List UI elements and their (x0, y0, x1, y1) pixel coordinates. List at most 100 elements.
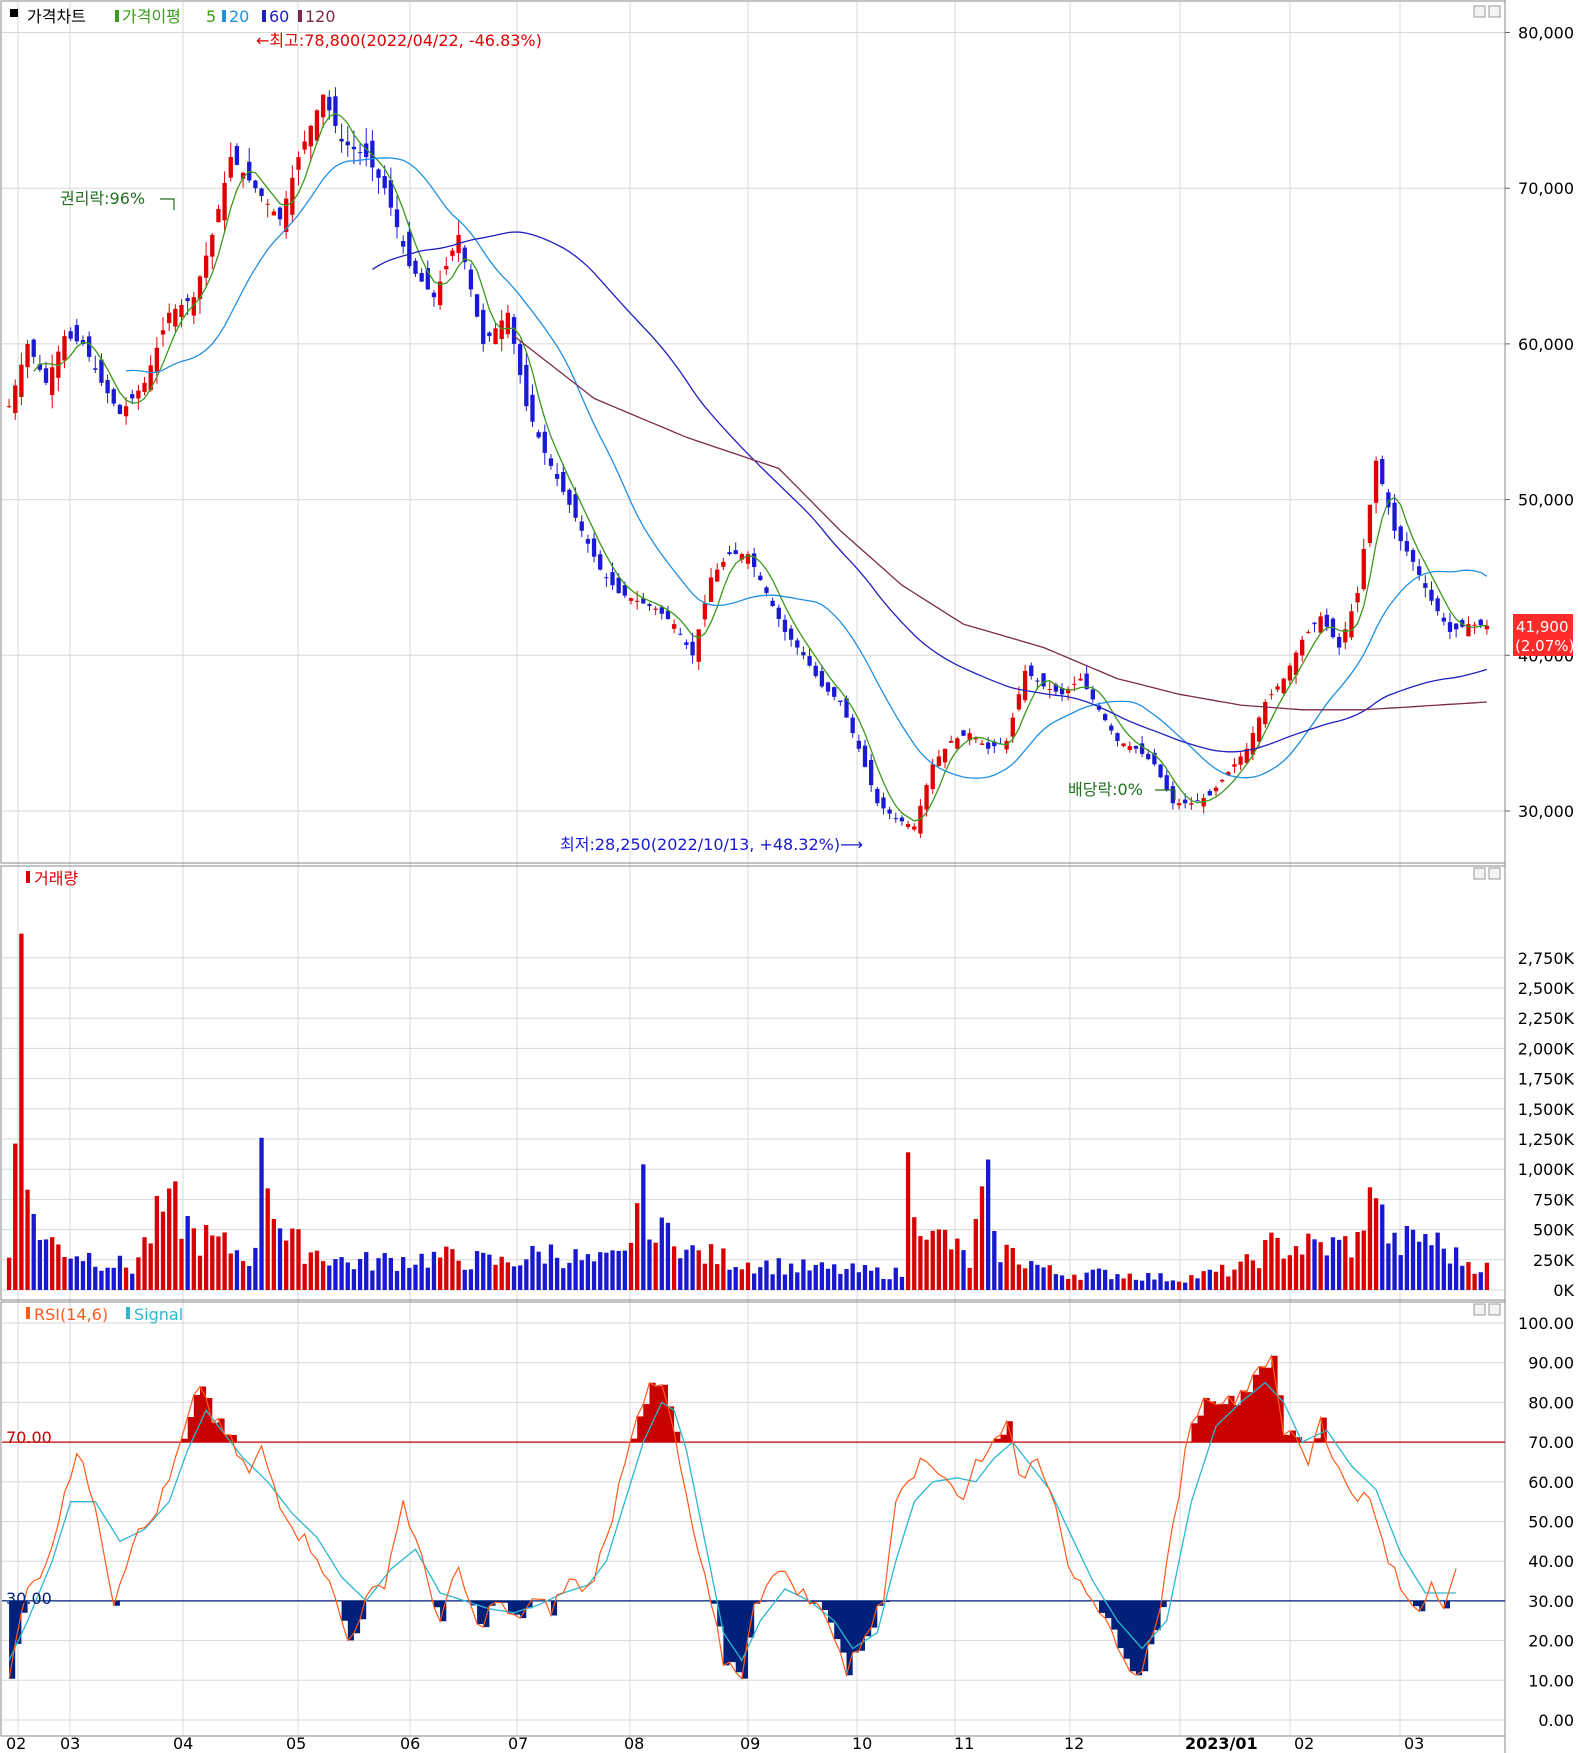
candle-body[interactable] (259, 188, 264, 196)
candle-body[interactable] (142, 382, 147, 392)
volume-bar[interactable] (807, 1270, 812, 1290)
volume-bar[interactable] (123, 1267, 129, 1290)
candle-body[interactable] (1300, 639, 1305, 656)
volume-bar[interactable] (641, 1164, 646, 1290)
volume-bar[interactable] (179, 1238, 184, 1290)
candle-body[interactable] (1072, 683, 1077, 685)
volume-bar[interactable] (1336, 1239, 1342, 1290)
candle-body[interactable] (1029, 665, 1034, 677)
candle-body[interactable] (74, 325, 79, 342)
candle-body[interactable] (1152, 752, 1157, 765)
volume-bar[interactable] (832, 1264, 837, 1290)
candle-body[interactable] (154, 347, 160, 372)
candle-body[interactable] (1010, 717, 1015, 737)
volume-bar[interactable] (561, 1268, 566, 1290)
candle-body[interactable] (1336, 636, 1342, 648)
volume-bar[interactable] (99, 1270, 104, 1290)
volume-bar[interactable] (105, 1267, 110, 1290)
candle-body[interactable] (1090, 689, 1095, 700)
close-icon[interactable] (1488, 1303, 1501, 1316)
volume-bar[interactable] (413, 1264, 418, 1290)
volume-bar[interactable] (1380, 1204, 1385, 1290)
volume-bar[interactable] (708, 1244, 714, 1290)
volume-bar[interactable] (154, 1195, 160, 1290)
candle-body[interactable] (1447, 622, 1453, 632)
close-icon[interactable] (1488, 5, 1501, 18)
candle-body[interactable] (524, 364, 529, 407)
volume-bar[interactable] (1213, 1271, 1219, 1290)
candle-body[interactable] (807, 656, 812, 666)
candle-body[interactable] (739, 554, 744, 560)
candle-body[interactable] (610, 572, 615, 586)
candle-body[interactable] (573, 494, 578, 518)
volume-bar[interactable] (1133, 1279, 1139, 1290)
volume-bar[interactable] (407, 1267, 412, 1290)
volume-bar[interactable] (62, 1256, 67, 1290)
candle-body[interactable] (653, 608, 658, 610)
volume-bar[interactable] (1398, 1255, 1403, 1290)
candle-body[interactable] (979, 743, 985, 745)
candle-body[interactable] (1059, 688, 1065, 695)
volume-bar[interactable] (875, 1267, 880, 1290)
volume-bar[interactable] (6, 1257, 12, 1290)
volume-bar[interactable] (228, 1253, 233, 1290)
volume-bar[interactable] (222, 1232, 227, 1290)
candle-body[interactable] (893, 818, 898, 820)
candle-body[interactable] (955, 738, 960, 749)
candle-body[interactable] (671, 624, 677, 629)
volume-bar[interactable] (1256, 1268, 1262, 1290)
candle-body[interactable] (357, 152, 363, 154)
volume-bar[interactable] (148, 1243, 153, 1290)
candle-body[interactable] (228, 157, 233, 178)
candle-body[interactable] (1478, 619, 1483, 626)
volume-bar[interactable] (635, 1203, 640, 1290)
volume-bar[interactable] (1115, 1274, 1120, 1290)
volume-bar[interactable] (1392, 1232, 1397, 1290)
volume-bar[interactable] (1349, 1257, 1354, 1290)
volume-bar[interactable] (1355, 1231, 1360, 1290)
candle-body[interactable] (1318, 616, 1323, 633)
volume-bar[interactable] (80, 1261, 86, 1290)
candle-body[interactable] (1164, 775, 1169, 791)
candle-body[interactable] (431, 292, 437, 298)
volume-bar[interactable] (499, 1256, 504, 1290)
candle-body[interactable] (13, 385, 18, 414)
volume-bar[interactable] (511, 1266, 517, 1290)
candle-body[interactable] (1435, 598, 1440, 612)
volume-bar[interactable] (1478, 1272, 1483, 1290)
volume-bar[interactable] (1176, 1281, 1182, 1290)
candle-body[interactable] (25, 343, 30, 368)
volume-bar[interactable] (628, 1242, 634, 1290)
rsi-panel[interactable] (2, 1353, 1505, 1680)
candle-body[interactable] (1263, 702, 1268, 725)
candle-body[interactable] (1484, 625, 1490, 630)
candle-body[interactable] (868, 759, 874, 786)
volume-bar[interactable] (579, 1260, 584, 1290)
candle-body[interactable] (43, 368, 49, 383)
volume-bar[interactable] (1453, 1247, 1459, 1290)
volume-bar[interactable] (43, 1239, 49, 1290)
volume-bar[interactable] (1410, 1229, 1416, 1290)
volume-bar[interactable] (1022, 1268, 1028, 1290)
candle-body[interactable] (376, 169, 381, 178)
volume-bar[interactable] (425, 1267, 430, 1290)
volume-bar[interactable] (554, 1257, 560, 1290)
volume-bar[interactable] (203, 1225, 209, 1290)
candle-body[interactable] (862, 745, 868, 767)
volume-bar[interactable] (1417, 1241, 1422, 1290)
candle-body[interactable] (567, 489, 572, 505)
candle-body[interactable] (758, 575, 763, 581)
candle-body[interactable] (536, 432, 541, 438)
candle-body[interactable] (1219, 779, 1225, 782)
volume-bar[interactable] (1146, 1273, 1151, 1290)
volume-bar[interactable] (1447, 1263, 1453, 1290)
price-panel-controls[interactable] (1473, 5, 1501, 18)
volume-bar[interactable] (801, 1259, 806, 1290)
volume-bar[interactable] (185, 1215, 190, 1290)
candle-body[interactable] (825, 682, 831, 692)
candle-body[interactable] (967, 733, 972, 741)
volume-bar[interactable] (351, 1269, 357, 1290)
volume-bar[interactable] (1109, 1279, 1114, 1290)
volume-bar[interactable] (536, 1251, 541, 1290)
candle-body[interactable] (813, 665, 818, 677)
